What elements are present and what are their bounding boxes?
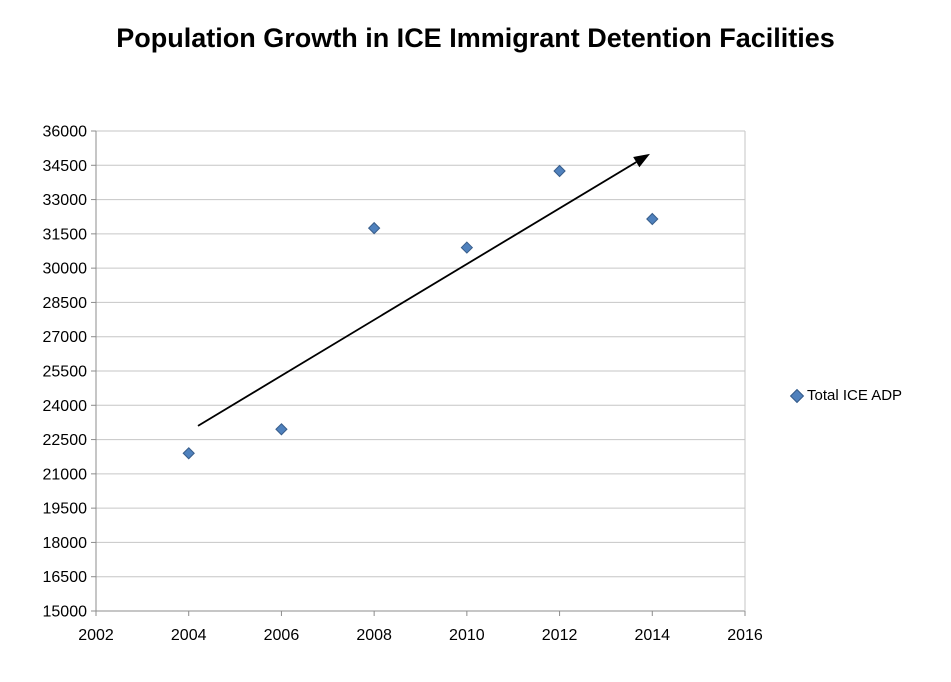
y-tick-label: 24000 [43,398,88,415]
legend: Total ICE ADP [789,387,903,404]
y-tick-label: 27000 [43,329,88,346]
y-tick-label: 33000 [43,192,88,209]
y-tick-label: 18000 [43,535,88,552]
data-point [646,212,659,226]
x-tick-label: 2016 [727,627,763,644]
data-point [182,447,195,460]
x-tick-label: 2004 [171,627,207,644]
trend-arrow-head [633,153,650,168]
x-tick-label: 2010 [449,627,485,644]
x-tick-label: 2012 [542,627,578,644]
data-point [553,164,566,178]
y-tick-label: 28500 [43,295,88,312]
y-tick-label: 22500 [43,432,88,449]
y-tick-label: 21000 [43,466,88,483]
y-tick-label: 16500 [43,569,88,586]
x-tick-label: 2006 [264,627,300,644]
chart-title: Population Growth in ICE Immigrant Deten… [116,23,835,53]
y-tick-label: 30000 [43,261,88,278]
x-tick-label: 2014 [634,627,670,644]
x-tick-label: 2002 [78,627,114,644]
y-tick-label: 25500 [43,364,88,381]
y-tick-label: 34500 [43,158,88,175]
trend-arrow-line [197,161,637,427]
y-tick-label: 19500 [43,501,88,518]
y-tick-label: 31500 [43,226,88,243]
data-point [460,241,474,254]
data-point [275,423,288,436]
legend-diamond-icon [789,388,805,403]
y-tick-label: 36000 [43,124,88,141]
legend-label: Total ICE ADP [807,387,903,404]
data-point [367,221,381,235]
y-tick-label: 15000 [43,604,88,621]
x-tick-label: 2008 [356,627,392,644]
